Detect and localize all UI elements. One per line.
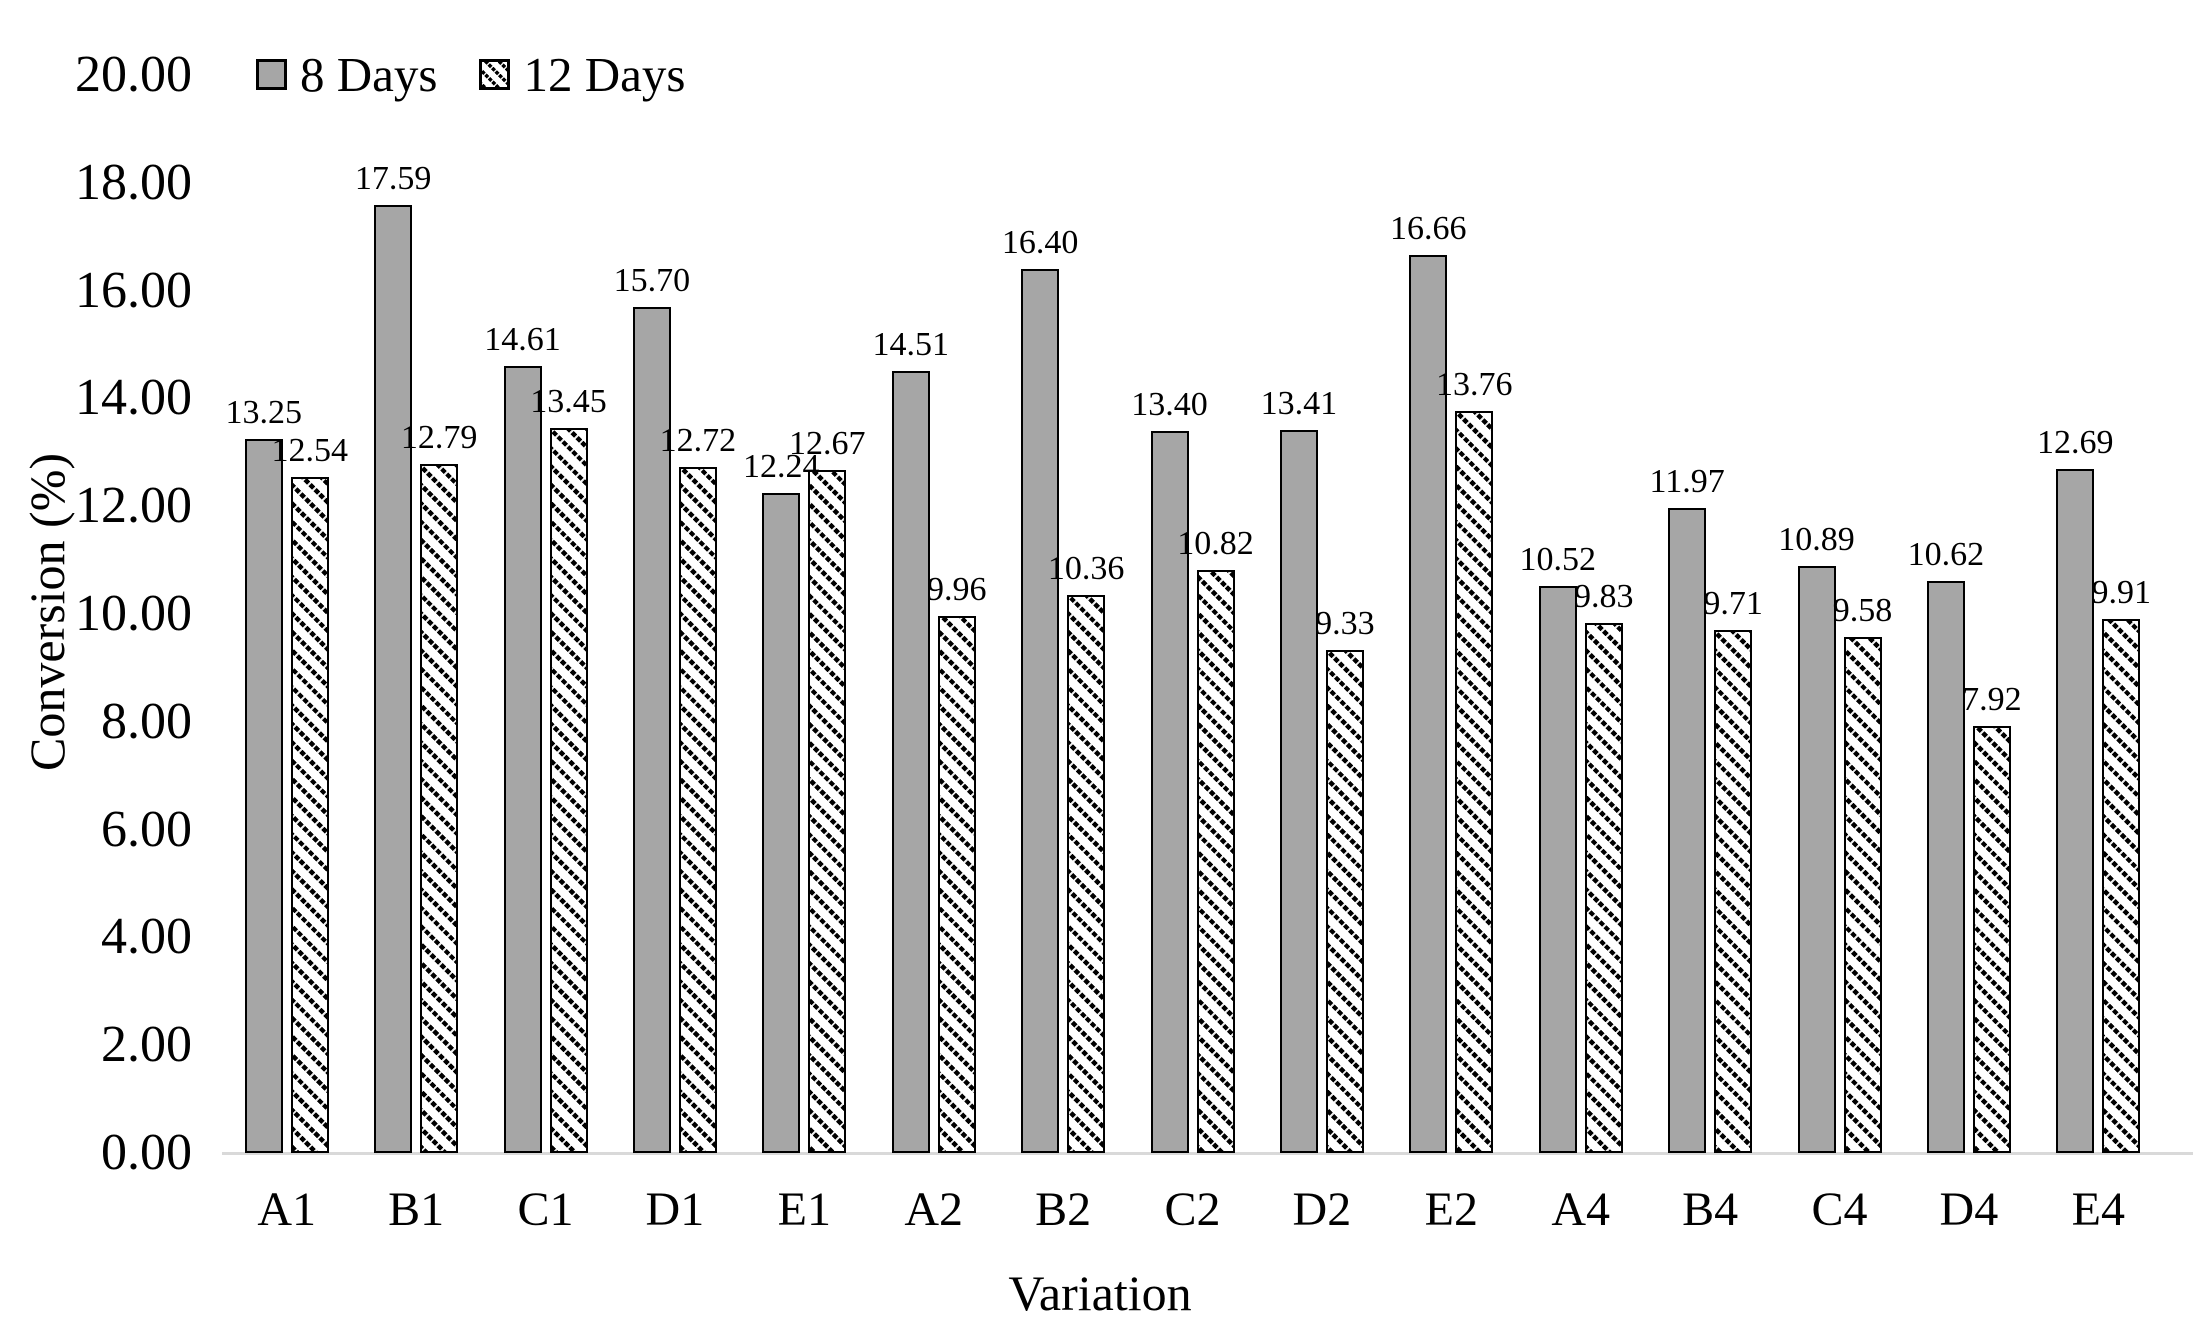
y-tick-label: 0.00 — [101, 1124, 192, 1181]
x-tick-label-A1: A1 — [257, 1183, 317, 1236]
value-label-12days-D1: 12.72 — [659, 422, 737, 460]
bar-8days-D1 — [632, 306, 671, 1153]
value-label-8days-D1: 15.70 — [613, 261, 691, 299]
x-tick-label-A2: A2 — [904, 1183, 964, 1236]
x-tick-label-E2: E2 — [1424, 1183, 1478, 1236]
bar-8days-A2 — [891, 370, 930, 1153]
bar-12days-A4 — [1584, 623, 1623, 1153]
value-label-8days-C1: 14.61 — [484, 320, 561, 358]
bar-8days-D2 — [1279, 430, 1318, 1153]
bar-8days-A4 — [1538, 585, 1577, 1153]
bar-8days-C1 — [503, 365, 542, 1153]
y-tick-label: 12.00 — [75, 477, 192, 535]
value-label-12days-E2: 13.76 — [1436, 366, 1513, 404]
value-label-12days-E4: 9.91 — [2091, 573, 2152, 611]
bar-8days-E2 — [1409, 255, 1448, 1153]
y-tick-label: 10.00 — [75, 585, 192, 642]
value-label-8days-A1: 13.25 — [225, 393, 302, 431]
x-tick-label-D4: D4 — [1939, 1183, 1999, 1236]
bar-8days-B1 — [374, 204, 413, 1153]
value-label-12days-D4: 7.92 — [1962, 681, 2022, 719]
value-label-12days-C2: 10.82 — [1177, 524, 1254, 562]
value-label-8days-E2: 16.66 — [1390, 210, 1467, 248]
value-label-8days-B2: 16.40 — [1001, 224, 1079, 262]
x-tick-label-E4: E4 — [2071, 1183, 2125, 1236]
value-label-8days-C2: 13.40 — [1131, 385, 1208, 423]
legend-swatch-12-days — [479, 59, 511, 90]
value-label-8days-C4: 10.89 — [1778, 521, 1855, 559]
bar-12days-A2 — [937, 616, 976, 1153]
legend-item-8-days: 8 Days — [256, 50, 437, 99]
x-tick-label-A4: A4 — [1551, 1183, 1611, 1236]
legend-label-8-days: 8 Days — [300, 47, 438, 102]
y-tick-label: 4.00 — [101, 908, 192, 966]
value-label-12days-A1: 12.54 — [271, 432, 348, 470]
value-label-8days-B4: 11.97 — [1649, 462, 1725, 500]
x-tick-label-B1: B1 — [388, 1183, 445, 1236]
bar-12days-B1 — [420, 463, 459, 1153]
bar-12days-E2 — [1455, 411, 1494, 1153]
value-label-8days-A2: 14.51 — [872, 325, 949, 363]
value-label-8days-E1: 12.24 — [743, 448, 820, 486]
y-tick-label: 6.00 — [101, 800, 192, 858]
bar-8days-A1 — [244, 438, 283, 1153]
bar-12days-D1 — [678, 467, 717, 1153]
y-tick-label: 16.00 — [75, 261, 192, 319]
value-label-12days-E1: 12.67 — [789, 425, 866, 463]
bar-12days-B4 — [1714, 629, 1753, 1153]
bar-12days-C2 — [1196, 569, 1235, 1153]
x-tick-label-D2: D2 — [1292, 1183, 1352, 1236]
bar-8days-B4 — [1668, 507, 1707, 1153]
x-tick-label-C2: C2 — [1164, 1183, 1221, 1236]
x-tick-label-B4: B4 — [1682, 1183, 1739, 1236]
value-label-12days-C4: 9.58 — [1832, 591, 1893, 629]
bar-8days-B2 — [1021, 269, 1060, 1153]
bar-12days-E4 — [2102, 618, 2141, 1153]
value-label-12days-A2: 9.96 — [926, 571, 987, 609]
y-tick-label: 14.00 — [75, 369, 192, 427]
value-label-12days-B2: 10.36 — [1047, 549, 1125, 587]
y-tick-label: 20.00 — [75, 46, 192, 103]
bar-8days-E1 — [762, 493, 801, 1153]
x-tick-label-C4: C4 — [1811, 1183, 1868, 1236]
bar-12days-E1 — [808, 470, 847, 1153]
y-tick-label: 8.00 — [101, 692, 192, 750]
legend-item-12-days: 12 Days — [479, 50, 685, 99]
y-tick-label: 18.00 — [75, 153, 192, 211]
x-axis-title: Variation — [1008, 1265, 1192, 1321]
bar-12days-C4 — [1843, 636, 1882, 1153]
x-tick-label-B2: B2 — [1035, 1183, 1092, 1236]
bar-8days-D4 — [1926, 580, 1965, 1153]
bar-8days-C2 — [1150, 430, 1189, 1153]
bar-12days-D2 — [1325, 650, 1364, 1153]
value-label-8days-A4: 10.52 — [1519, 540, 1596, 578]
bar-8days-C4 — [1797, 566, 1836, 1153]
x-tick-label-E1: E1 — [777, 1183, 831, 1236]
bar-12days-B2 — [1067, 594, 1106, 1153]
bar-12days-D4 — [1972, 726, 2011, 1153]
legend-swatch-8-days — [256, 59, 287, 90]
x-axis-line — [222, 1151, 2193, 1155]
x-tick-label-C1: C1 — [517, 1183, 574, 1236]
value-label-8days-D4: 10.62 — [1907, 535, 1985, 573]
value-label-12days-B1: 12.79 — [400, 418, 478, 456]
bar-8days-E4 — [2056, 469, 2095, 1153]
value-label-12days-C1: 13.45 — [530, 383, 607, 421]
value-label-12days-A4: 9.83 — [1573, 578, 1634, 616]
legend-label-12-days: 12 Days — [523, 47, 686, 102]
value-label-8days-E4: 12.69 — [2037, 424, 2114, 462]
y-tick-label: 2.00 — [101, 1016, 192, 1074]
x-tick-label-D1: D1 — [645, 1183, 705, 1236]
value-label-8days-B1: 17.59 — [354, 159, 432, 197]
value-label-12days-B4: 9.71 — [1703, 584, 1763, 622]
bar-12days-A1 — [290, 477, 329, 1153]
bar-12days-C1 — [549, 428, 588, 1153]
value-label-12days-D2: 9.33 — [1315, 605, 1375, 643]
value-label-8days-D2: 13.41 — [1260, 385, 1338, 423]
legend: 8 Days 12 Days — [256, 50, 685, 99]
